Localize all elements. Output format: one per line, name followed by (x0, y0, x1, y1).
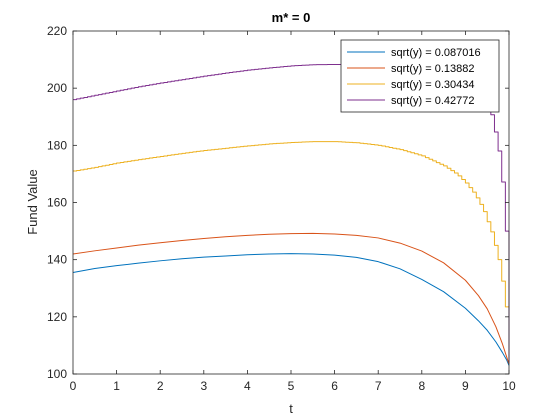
x-tick-label: 2 (157, 379, 164, 393)
x-tick-label: 10 (502, 379, 516, 393)
x-axis-label: t (289, 401, 293, 416)
chart-title: m* = 0 (272, 10, 311, 25)
series-line (72, 253, 510, 366)
legend: sqrt(y) = 0.087016 sqrt(y) = 0.13882 sqrt(… (340, 39, 500, 113)
x-tick-label: 6 (331, 379, 338, 393)
x-tick-label: 3 (200, 379, 207, 393)
x-tick-label: 7 (375, 379, 382, 393)
x-tick-label: 5 (288, 379, 295, 393)
y-tick-label: 160 (47, 196, 67, 210)
y-tick-label: 220 (47, 24, 67, 38)
x-tick-label: 1 (113, 379, 120, 393)
legend-entry-label: sqrt(y) = 0.087016 (391, 47, 481, 59)
y-axis-label: Fund Value (25, 169, 40, 235)
x-tick-label: 0 (70, 379, 77, 393)
legend-entry-label: sqrt(y) = 0.13882 (391, 63, 474, 75)
y-tick-label: 100 (47, 367, 67, 381)
legend-entry-label: sqrt(y) = 0.30434 (391, 79, 474, 91)
y-tick-label: 120 (47, 310, 67, 324)
y-tick-label: 180 (47, 138, 67, 152)
legend-entry-label: sqrt(y) = 0.42772 (391, 95, 474, 107)
y-tick-label: 140 (47, 253, 67, 267)
series-line (73, 141, 510, 363)
x-tick-label: 4 (244, 379, 251, 393)
x-tick-label: 8 (418, 379, 425, 393)
series-line (72, 232, 510, 365)
x-tick-label: 9 (462, 379, 469, 393)
ticks-layer: 0 1 2 3 4 5 6 7 8 9 10 100 120 140 160 180 200 220 (47, 24, 516, 393)
y-tick-label: 200 (47, 81, 67, 95)
